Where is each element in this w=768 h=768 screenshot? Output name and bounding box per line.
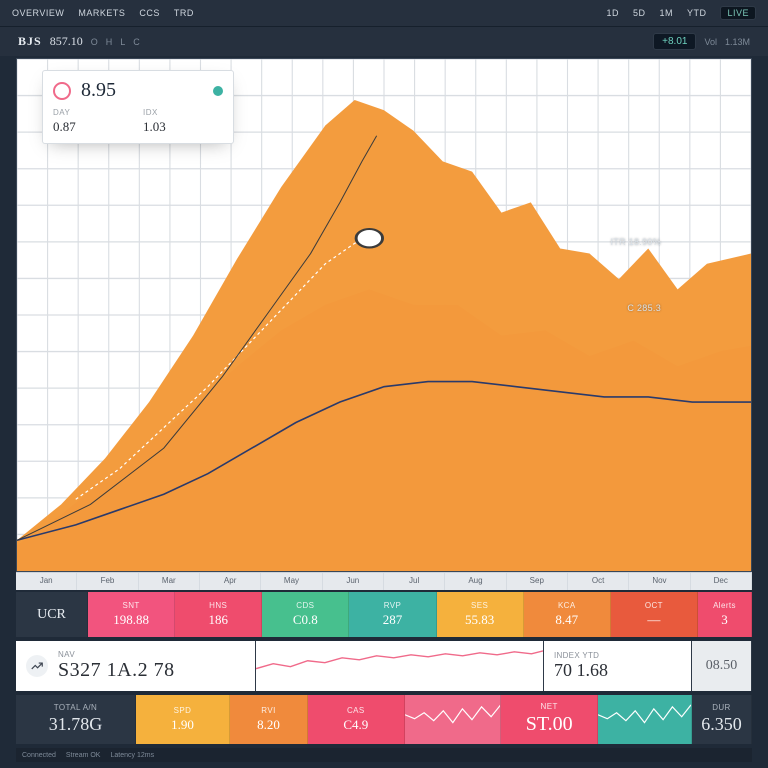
- x-tick: Jun: [323, 573, 384, 590]
- range-button[interactable]: 1M: [659, 8, 673, 18]
- nav-value: S327 1A.2 78: [58, 659, 175, 682]
- legend-dot-icon: [53, 82, 71, 100]
- change-chip: +8.01: [653, 33, 696, 50]
- x-tick: Jan: [16, 573, 77, 590]
- title-bar: OVERVIEW MARKETS CCS TRD 1D 5D 1M YTD LI…: [0, 0, 768, 26]
- x-tick: Jul: [384, 573, 445, 590]
- metric-tile[interactable]: CDSC0.8: [262, 592, 349, 637]
- nav-card[interactable]: NAV S327 1A.2 78: [16, 641, 256, 690]
- status-item: Stream OK: [66, 752, 101, 759]
- kpi-row: NAV S327 1A.2 78 INDEX YTD 70 1.68 08.50: [16, 641, 752, 690]
- legend-value: 8.95: [81, 79, 203, 102]
- nav-item[interactable]: TRD: [174, 8, 194, 18]
- chart-annotation: ITR 18.90%: [610, 237, 661, 247]
- metric-tile[interactable]: SPD1.90: [136, 695, 230, 744]
- metric-tile[interactable]: SES55.83: [437, 592, 524, 637]
- status-bar: Connected Stream OK Latency 12ms: [16, 748, 752, 762]
- x-tick: Sep: [507, 573, 568, 590]
- metric-tile[interactable]: NETST.00: [501, 695, 598, 744]
- chart-annotation: C 285.3: [627, 303, 661, 313]
- index-card[interactable]: INDEX YTD 70 1.68: [544, 641, 692, 690]
- ohlc-label: C: [133, 37, 140, 47]
- last-price: 857.10: [50, 34, 83, 49]
- legend-card: 8.95 DAY 0.87 IDX 1.03: [42, 70, 234, 144]
- range-button[interactable]: 5D: [633, 8, 646, 18]
- metric-tile[interactable]: RVI8.20: [230, 695, 308, 744]
- metric-tiles-row: UCRSNT198.88HNS186CDSC0.8RVP287SES55.83K…: [16, 592, 752, 637]
- legend-dot-icon: [213, 86, 223, 96]
- alerts-tile[interactable]: Alerts3: [698, 592, 752, 637]
- range-button[interactable]: YTD: [687, 8, 707, 18]
- spark-tile[interactable]: [598, 695, 692, 744]
- tile-header: UCR: [16, 592, 88, 637]
- vol-label: Vol: [704, 37, 717, 47]
- ohlc-label: L: [120, 37, 125, 47]
- sparkline-card[interactable]: [256, 641, 544, 690]
- ohlc-label: O: [91, 37, 98, 47]
- spark-tile[interactable]: [405, 695, 502, 744]
- metric-tile[interactable]: KCA8.47: [524, 592, 611, 637]
- x-tick: Feb: [77, 573, 138, 590]
- vol-value: 1.13M: [725, 37, 750, 47]
- x-tick: Nov: [629, 573, 690, 590]
- nav-item[interactable]: OVERVIEW: [12, 8, 64, 18]
- metric-tile[interactable]: SNT198.88: [88, 592, 175, 637]
- legend-label: DAY: [53, 108, 133, 117]
- metric-tile[interactable]: DUR6.350: [692, 695, 752, 744]
- metric-tiles-row: TOTAL A/N31.78GSPD1.90RVI8.20CASC4.9 NETS…: [16, 695, 752, 744]
- index-value: 70 1.68: [554, 660, 681, 681]
- live-badge: LIVE: [720, 6, 756, 20]
- ticker-symbol[interactable]: BJS: [18, 34, 42, 49]
- aux-cell: 08.50: [692, 641, 752, 690]
- symbol-bar: BJS 857.10 O H L C +8.01 Vol 1.13M: [0, 26, 768, 56]
- status-item: Connected: [22, 752, 56, 759]
- metric-tile[interactable]: RVP287: [349, 592, 436, 637]
- legend-subvalue: 0.87: [53, 119, 133, 135]
- legend-subvalue: 1.03: [143, 119, 223, 135]
- x-tick: Dec: [691, 573, 752, 590]
- nav-label: NAV: [58, 650, 175, 659]
- x-axis: JanFebMarAprMayJunJulAugSepOctNovDec: [16, 572, 752, 590]
- x-tick: Oct: [568, 573, 629, 590]
- trend-up-icon: [26, 655, 48, 677]
- x-tick: Mar: [139, 573, 200, 590]
- legend-label: IDX: [143, 108, 223, 117]
- x-tick: Apr: [200, 573, 261, 590]
- summary-panel: UCRSNT198.88HNS186CDSC0.8RVP287SES55.83K…: [16, 592, 752, 762]
- x-tick: May: [261, 573, 322, 590]
- metric-tile[interactable]: CASC4.9: [308, 695, 405, 744]
- nav-item[interactable]: MARKETS: [78, 8, 125, 18]
- aux-value: 08.50: [706, 658, 738, 674]
- index-label: INDEX YTD: [554, 651, 681, 660]
- x-tick: Aug: [445, 573, 506, 590]
- status-item: Latency 12ms: [110, 752, 154, 759]
- metric-tile[interactable]: HNS186: [175, 592, 262, 637]
- metric-tile[interactable]: TOTAL A/N31.78G: [16, 695, 136, 744]
- ohlc-label: H: [106, 37, 113, 47]
- range-button[interactable]: 1D: [606, 8, 619, 18]
- metric-tile[interactable]: OCT—: [611, 592, 698, 637]
- nav-item[interactable]: CCS: [139, 8, 160, 18]
